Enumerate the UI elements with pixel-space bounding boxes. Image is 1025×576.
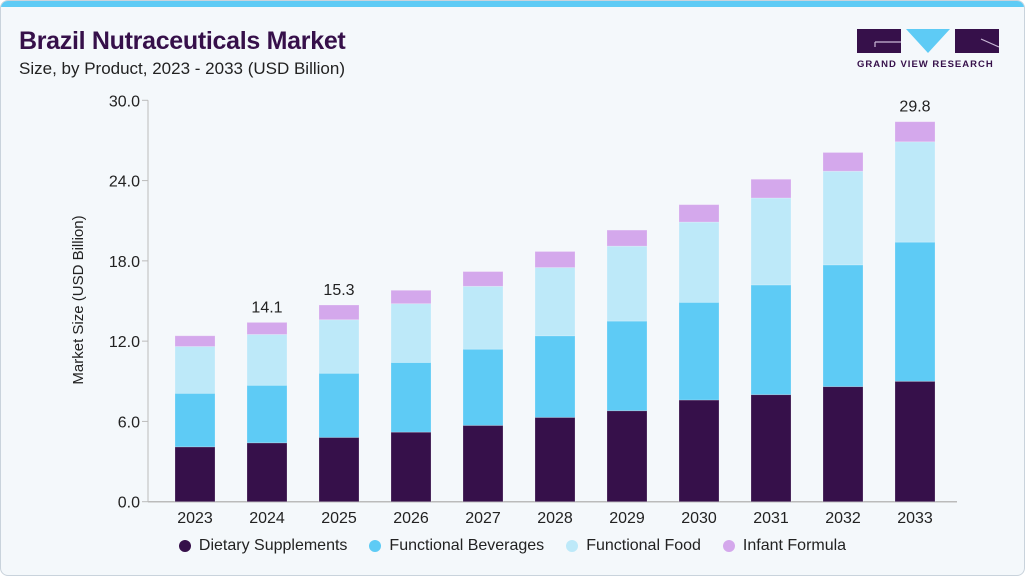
y-tick-label: 12.0 xyxy=(109,334,140,351)
bar-segment-dietary-supplements xyxy=(390,431,432,503)
chart-subtitle: Size, by Product, 2023 - 2033 (USD Billi… xyxy=(19,59,345,78)
bar-segment-infant-formula xyxy=(534,251,576,268)
y-tick-label: 18.0 xyxy=(109,254,140,271)
bar-segment-infant-formula xyxy=(678,204,720,223)
bar-segment-functional-food xyxy=(534,267,576,337)
bar-segment-infant-formula xyxy=(462,271,504,287)
chart-title: Brazil Nutraceuticals Market xyxy=(19,27,346,55)
bar-segment-dietary-supplements xyxy=(606,410,648,503)
grand-view-research-logo xyxy=(857,29,999,53)
legend-label: Infant Formula xyxy=(742,537,847,554)
legend-dot-icon xyxy=(369,540,382,552)
bar-segment-functional-beverages xyxy=(606,320,648,412)
bar-segment-dietary-supplements xyxy=(462,425,504,503)
bar-segment-infant-formula xyxy=(822,152,864,172)
x-tick-label: 2029 xyxy=(609,510,645,527)
bar-segment-infant-formula xyxy=(174,335,216,347)
bar-segment-functional-beverages xyxy=(390,362,432,433)
y-tick-label: 0.0 xyxy=(118,495,140,512)
bar-segment-functional-food xyxy=(390,303,432,363)
y-tick-label: 30.0 xyxy=(109,93,140,110)
bar-segment-functional-beverages xyxy=(174,392,216,448)
bar-segment-functional-beverages xyxy=(822,264,864,388)
legend: Dietary Supplements Functional Beverages F… xyxy=(0,537,1025,555)
bar-segment-dietary-supplements xyxy=(750,394,792,503)
x-tick-label: 2024 xyxy=(249,510,285,527)
y-tick-label: 24.0 xyxy=(109,174,140,191)
bar-segment-functional-food xyxy=(750,197,792,286)
top-accent-stripe xyxy=(1,1,1024,7)
bar-segment-functional-beverages xyxy=(678,301,720,401)
y-axis-title: Market Size (USD Billion) xyxy=(70,215,87,384)
bar-segment-infant-formula xyxy=(606,229,648,247)
bar-segment-functional-food xyxy=(606,245,648,322)
legend-label: Functional Food xyxy=(586,537,701,554)
legend-item: Infant Formula xyxy=(722,537,847,555)
x-tick-label: 2033 xyxy=(897,510,933,527)
data-label-total: 15.3 xyxy=(323,282,354,299)
x-tick-label: 2027 xyxy=(465,510,501,527)
bar-segment-dietary-supplements xyxy=(246,442,288,503)
bar-segment-functional-beverages xyxy=(462,348,504,426)
bar-segment-functional-food xyxy=(246,334,288,386)
bar-segment-dietary-supplements xyxy=(534,417,576,503)
bar-segment-functional-beverages xyxy=(246,384,288,444)
x-tick-label: 2025 xyxy=(321,510,357,527)
legend-item: Functional Beverages xyxy=(369,537,544,555)
legend-dot-icon xyxy=(566,540,579,552)
bar-segment-functional-food xyxy=(174,346,216,394)
bar-segment-infant-formula xyxy=(750,178,792,199)
data-label-total: 29.8 xyxy=(899,99,930,116)
x-tick-label: 2028 xyxy=(537,510,573,527)
bar-segment-functional-beverages xyxy=(750,284,792,396)
logo-text: GRAND VIEW RESEARCH xyxy=(857,59,994,70)
data-label-total: 14.1 xyxy=(251,299,282,316)
bar-segment-dietary-supplements xyxy=(894,380,936,503)
bar-segment-functional-beverages xyxy=(894,241,936,382)
bar-segment-infant-formula xyxy=(318,304,360,321)
bar-segment-functional-food xyxy=(894,141,936,243)
x-tick-label: 2023 xyxy=(177,510,213,527)
bar-segment-infant-formula xyxy=(390,289,432,305)
legend-dot-icon xyxy=(722,540,735,552)
bar-segment-infant-formula xyxy=(894,121,936,143)
bar-segment-dietary-supplements xyxy=(174,446,216,503)
bar-segment-infant-formula xyxy=(246,322,288,335)
x-tick-label: 2032 xyxy=(825,510,861,527)
bar-segment-functional-food xyxy=(822,170,864,266)
bar-segment-dietary-supplements xyxy=(318,437,360,503)
y-tick-label: 6.0 xyxy=(118,414,140,431)
x-tick-label: 2026 xyxy=(393,510,429,527)
legend-item: Dietary Supplements xyxy=(178,537,348,555)
legend-label: Functional Beverages xyxy=(389,537,545,554)
x-tick-label: 2030 xyxy=(681,510,717,527)
bar-segment-functional-beverages xyxy=(534,335,576,418)
bar-segment-functional-food xyxy=(678,221,720,303)
bar-segment-functional-beverages xyxy=(318,372,360,438)
bar-segment-dietary-supplements xyxy=(822,386,864,503)
x-tick-label: 2031 xyxy=(753,510,789,527)
legend-label: Dietary Supplements xyxy=(198,537,348,554)
bar-segment-functional-food xyxy=(318,319,360,374)
bar-segment-dietary-supplements xyxy=(678,399,720,503)
legend-item: Functional Food xyxy=(566,537,701,555)
legend-dot-icon xyxy=(178,540,191,552)
bar-segment-functional-food xyxy=(462,285,504,350)
